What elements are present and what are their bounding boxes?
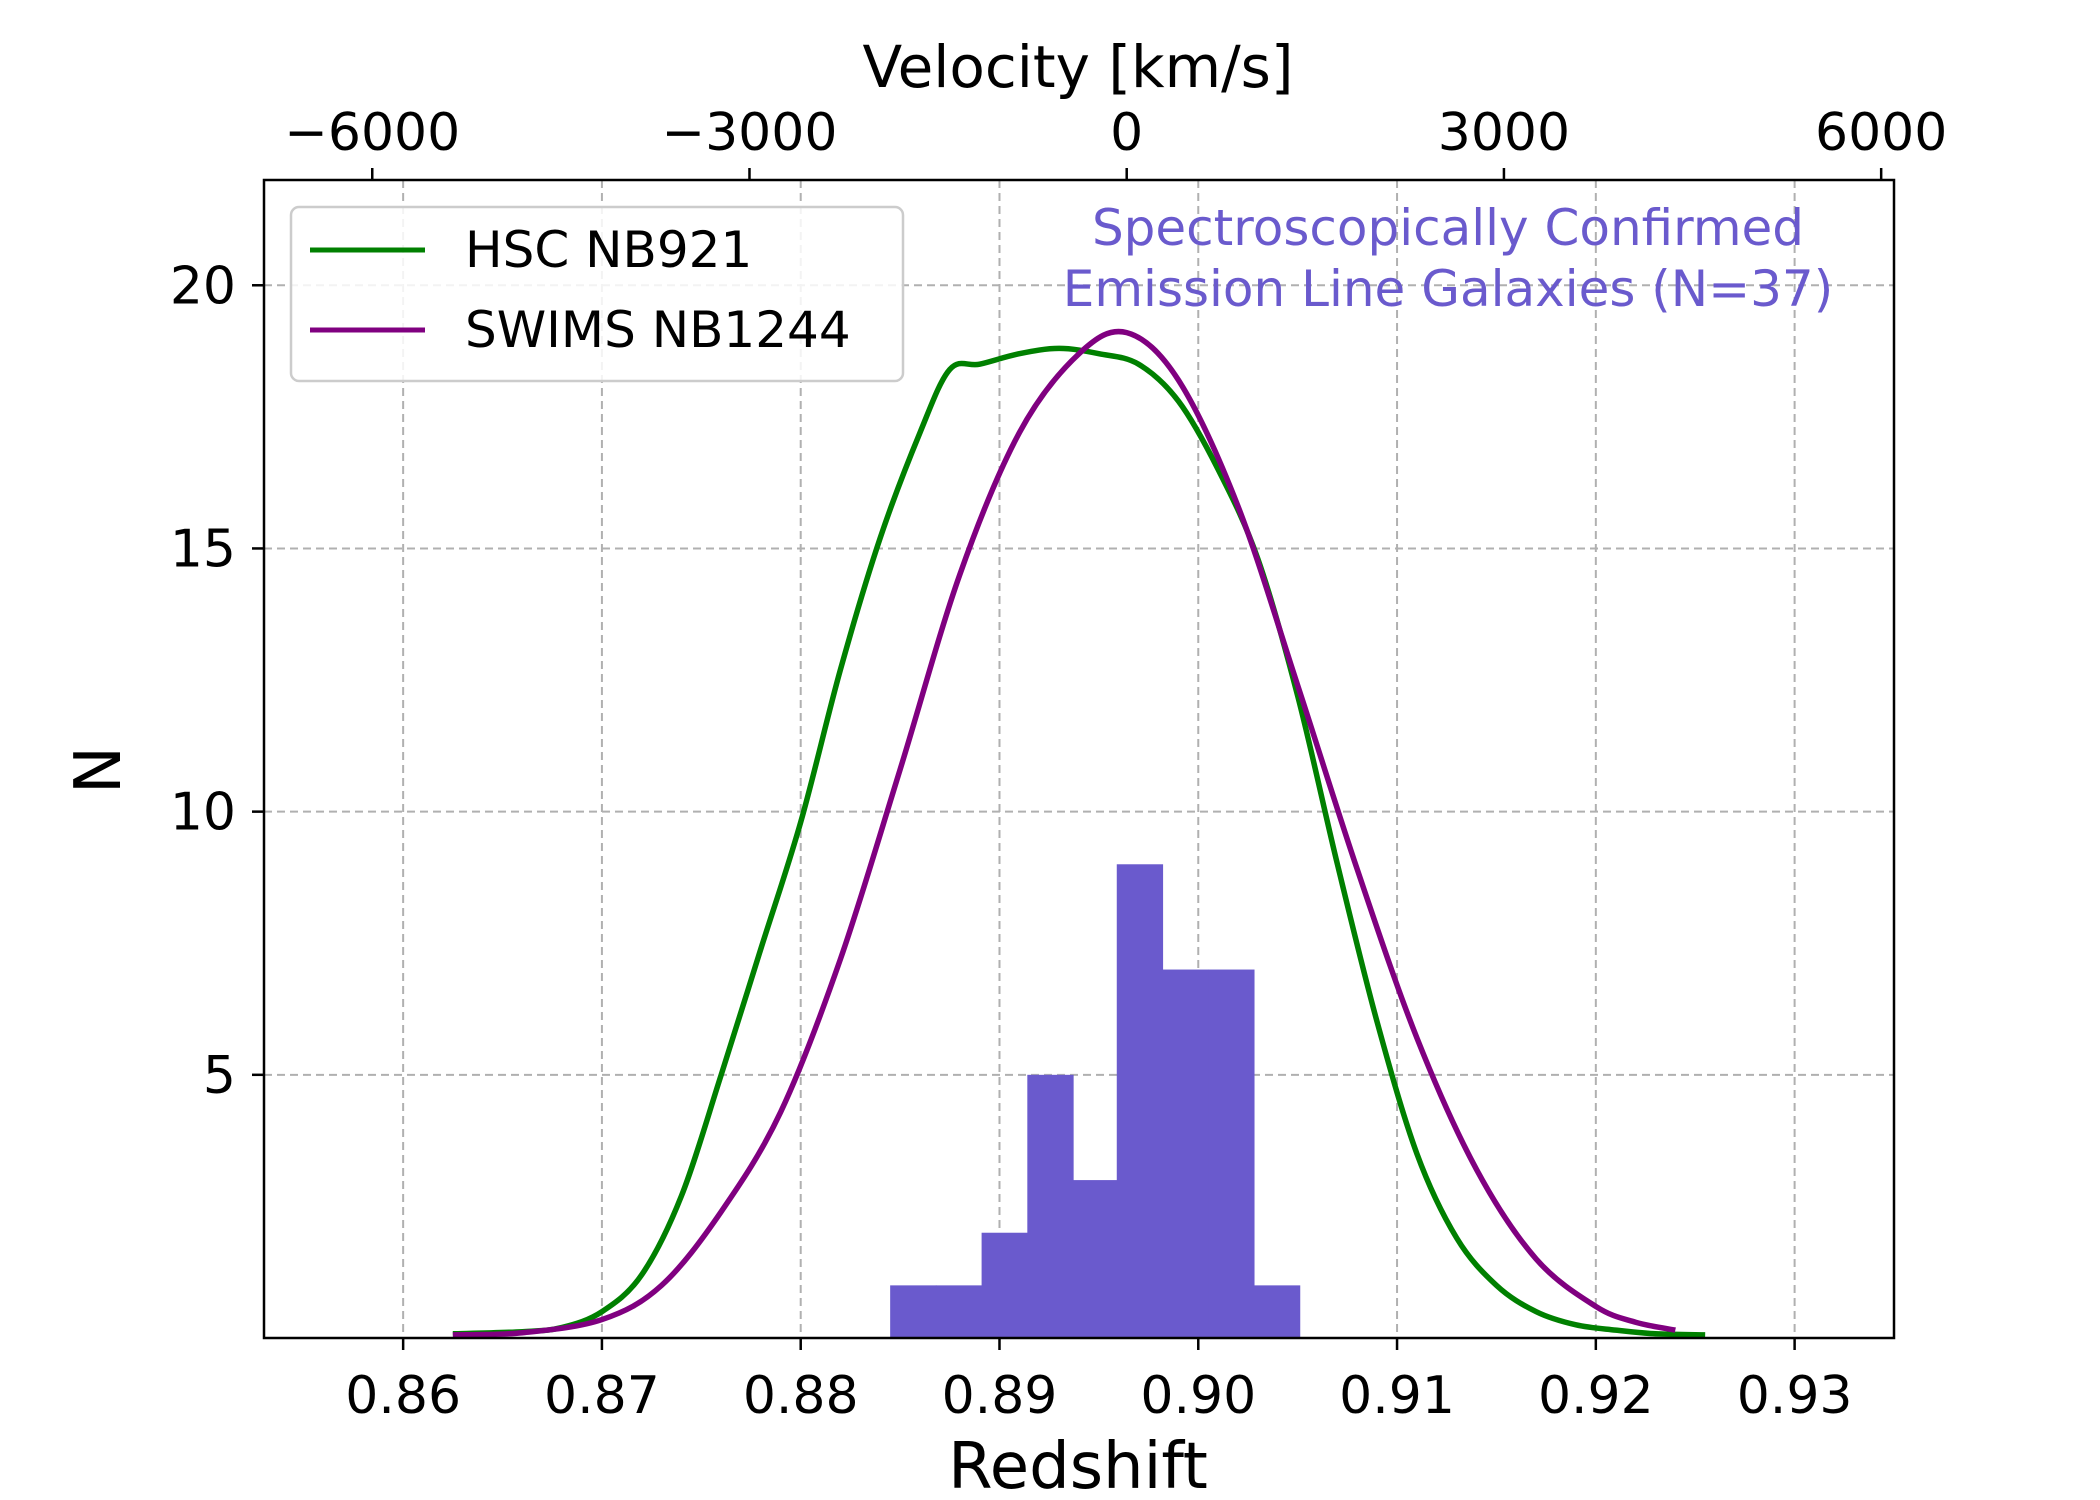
y-tick-label: 5 xyxy=(203,1046,236,1106)
y-tick-label: 20 xyxy=(170,256,236,316)
top-tick-label: 0 xyxy=(1110,103,1143,163)
x-tick-label: 0.86 xyxy=(345,1366,461,1426)
x-tick-label: 0.90 xyxy=(1140,1366,1256,1426)
x-tick-label: 0.88 xyxy=(743,1366,859,1426)
top-tick-label: 6000 xyxy=(1815,103,1947,163)
annotation-line-2: Emission Line Galaxies (N=37) xyxy=(1063,260,1833,318)
legend-label-swims: SWIMS NB1244 xyxy=(465,301,851,359)
x-tick-label: 0.92 xyxy=(1538,1366,1654,1426)
histogram-bar xyxy=(1116,864,1164,1338)
ticks: 0.86 0.87 0.88 0.89 0.90 0.91 0.92 0.93 5 10 15 20 −… xyxy=(170,103,1948,1426)
top-tick-label: −3000 xyxy=(662,103,838,163)
series-line-swims-nb1244 xyxy=(452,328,1676,1338)
x-tick-label: 0.93 xyxy=(1737,1366,1853,1426)
x-axis-label: Redshift xyxy=(948,1430,1208,1500)
histogram-bar xyxy=(1027,1074,1074,1338)
histogram xyxy=(890,864,1301,1338)
histogram-bar xyxy=(1208,969,1255,1338)
axes-frame xyxy=(262,178,1896,1340)
legend-box xyxy=(289,205,905,383)
legend-label-hsc: HSC NB921 xyxy=(465,221,752,279)
y-tick-label: 15 xyxy=(170,519,236,579)
histogram-bar xyxy=(890,1285,937,1338)
histogram-bar xyxy=(981,1232,1028,1338)
annotation-line-1: Spectroscopically Confirmed xyxy=(1092,199,1804,257)
series-line-hsc-nb921 xyxy=(452,345,1706,1338)
x-tick-label: 0.87 xyxy=(544,1366,660,1426)
legend: HSC NB921 SWIMS NB1244 xyxy=(289,205,905,383)
histogram-bar xyxy=(1162,969,1209,1338)
histogram-bar xyxy=(1073,1180,1118,1338)
histogram-bar xyxy=(935,1285,983,1338)
y-axis-label: N xyxy=(62,746,136,794)
x-tick-label: 0.91 xyxy=(1339,1366,1455,1426)
density-curves xyxy=(452,328,1706,1338)
x-tick-label: 0.89 xyxy=(942,1366,1058,1426)
top-axis-label: Velocity [km/s] xyxy=(862,33,1293,101)
histogram-bar xyxy=(1253,1285,1301,1338)
top-tick-label: 3000 xyxy=(1438,103,1570,163)
top-tick-label: −6000 xyxy=(284,103,460,163)
y-tick-label: 10 xyxy=(170,783,236,843)
